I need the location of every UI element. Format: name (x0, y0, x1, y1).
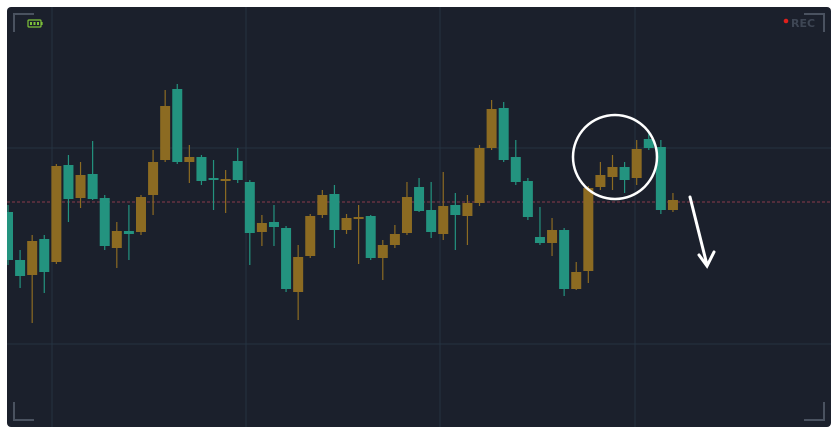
corner (13, 402, 34, 421)
candle-body (414, 187, 425, 211)
viewfinder-corners (13, 13, 825, 421)
candle-body (305, 216, 316, 256)
candle-body (123, 231, 134, 234)
candle-body (15, 260, 26, 276)
candle-body (75, 175, 86, 198)
candle-body (135, 197, 146, 232)
candle-body (111, 231, 122, 248)
candle-body (426, 210, 437, 232)
candle-body (51, 166, 62, 262)
candle-body (160, 106, 171, 160)
candle-body (607, 167, 618, 177)
candle-body (486, 109, 497, 148)
corner (804, 402, 825, 421)
candle-body (510, 157, 521, 182)
corner (13, 13, 34, 32)
candle-body (244, 182, 255, 233)
candle-body (196, 157, 207, 181)
screen (7, 7, 831, 427)
candle-body (148, 162, 159, 195)
candle-body (571, 272, 582, 289)
candle-body (87, 174, 98, 199)
candle-body (256, 223, 267, 232)
candle-body (99, 198, 110, 246)
candle-body (619, 167, 630, 180)
candle-body (341, 218, 352, 230)
battery-icon (27, 19, 43, 28)
candle-body (643, 139, 654, 148)
candle-body (401, 197, 412, 233)
candle-body (450, 205, 461, 215)
candle-body (655, 147, 666, 210)
down-arrow (688, 195, 716, 269)
candle-body (172, 89, 183, 162)
candle-body (631, 149, 642, 178)
candle-body (353, 217, 364, 219)
candle-body (293, 257, 304, 292)
candle-body (559, 230, 570, 289)
candle-body (498, 108, 509, 160)
candle-body (522, 181, 533, 217)
highlight-circle (571, 113, 659, 201)
candle-body (667, 200, 678, 210)
candle-body (547, 230, 558, 243)
candle-body (208, 178, 219, 180)
corner (804, 13, 825, 32)
candle-body (438, 206, 449, 234)
candle-body (377, 245, 388, 258)
candle-body (583, 188, 594, 271)
candle-body (27, 241, 38, 275)
candle-body (268, 222, 279, 227)
candle-body (462, 203, 473, 216)
candle-body (474, 148, 485, 203)
candle-body (534, 237, 545, 243)
candle-body (595, 175, 606, 187)
candle-body (317, 195, 328, 215)
candle-body (39, 239, 50, 272)
candle-body (184, 157, 195, 162)
candle-body (281, 228, 292, 289)
candle-body (329, 194, 340, 230)
plot-area (7, 84, 831, 345)
candle-body (7, 212, 13, 260)
rec-dot (783, 18, 789, 24)
candle-body (365, 216, 376, 258)
candle-body (232, 161, 243, 180)
candle-body (389, 234, 400, 245)
candle-body (63, 165, 74, 199)
candle-body (220, 179, 231, 181)
rec-label: REC (791, 17, 815, 30)
